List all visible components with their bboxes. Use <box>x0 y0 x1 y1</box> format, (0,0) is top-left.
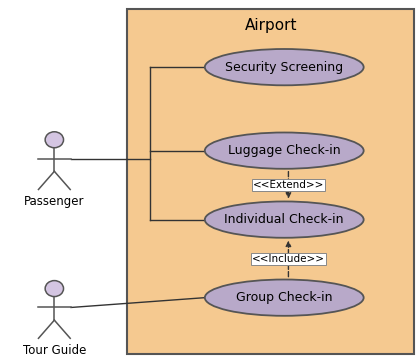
Text: Luggage Check-in: Luggage Check-in <box>228 144 341 157</box>
Ellipse shape <box>205 201 364 238</box>
Ellipse shape <box>205 132 364 169</box>
Ellipse shape <box>205 280 364 316</box>
Text: Tour Guide: Tour Guide <box>23 344 86 357</box>
Text: Passenger: Passenger <box>24 195 84 208</box>
Circle shape <box>45 132 64 148</box>
Text: <<Extend>>: <<Extend>> <box>253 180 324 190</box>
Text: <<Include>>: <<Include>> <box>252 254 325 264</box>
FancyBboxPatch shape <box>127 9 414 354</box>
Text: Security Screening: Security Screening <box>225 61 343 74</box>
Ellipse shape <box>205 49 364 85</box>
Text: Airport: Airport <box>245 18 297 33</box>
Text: Group Check-in: Group Check-in <box>236 291 332 304</box>
Text: Individual Check-in: Individual Check-in <box>224 213 344 226</box>
Circle shape <box>45 281 64 297</box>
